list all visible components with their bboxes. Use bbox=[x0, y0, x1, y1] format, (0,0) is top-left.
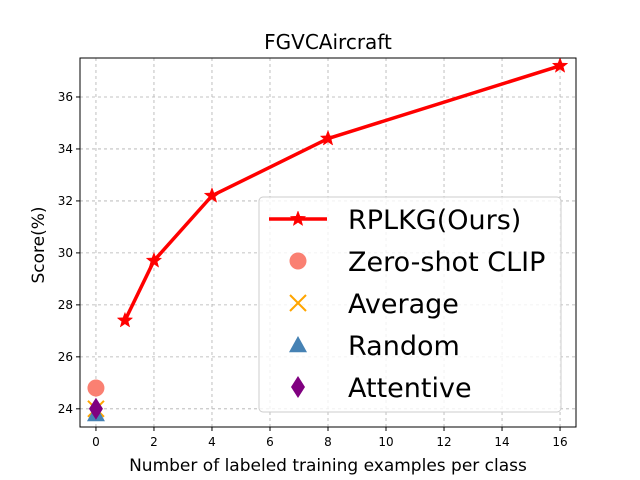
data-point bbox=[319, 129, 337, 146]
x-tick-label: 16 bbox=[552, 435, 567, 449]
y-tick-label: 28 bbox=[58, 298, 73, 312]
legend-label: Attentive bbox=[348, 373, 472, 404]
legend-item: Random bbox=[289, 331, 460, 362]
data-point bbox=[116, 311, 134, 328]
y-tick-label: 36 bbox=[58, 90, 73, 104]
x-axis-label: Number of labeled training examples per … bbox=[129, 456, 527, 476]
data-point bbox=[145, 251, 163, 268]
legend-label: Average bbox=[348, 289, 459, 320]
x-tick-label: 6 bbox=[266, 435, 274, 449]
series-attentive bbox=[88, 397, 103, 420]
y-axis-label: Score(%) bbox=[29, 206, 49, 283]
series-rplkg-ours bbox=[116, 57, 569, 328]
legend-label: Random bbox=[348, 331, 460, 362]
legend-item: Zero-shot CLIP bbox=[289, 247, 545, 278]
series-zero-shot-clip bbox=[87, 379, 105, 397]
legend-item: Attentive bbox=[291, 373, 472, 404]
data-point bbox=[203, 187, 221, 203]
legend-marker bbox=[291, 376, 305, 398]
x-tick-label: 8 bbox=[324, 435, 332, 449]
legend-marker bbox=[289, 336, 307, 353]
y-tick-label: 26 bbox=[58, 350, 73, 364]
data-point bbox=[551, 57, 569, 73]
x-tick-label: 14 bbox=[494, 435, 509, 449]
legend-item: RPLKG(Ours) bbox=[269, 205, 521, 236]
legend-label: Zero-shot CLIP bbox=[348, 247, 545, 278]
x-tick-label: 10 bbox=[378, 435, 393, 449]
legend-marker bbox=[289, 252, 307, 270]
legend-item: Average bbox=[289, 289, 459, 320]
data-point bbox=[87, 379, 105, 397]
chart-title: FGVCAircraft bbox=[264, 30, 392, 54]
legend: RPLKG(Ours) Zero-shot CLIP Average Random At… bbox=[258, 196, 562, 413]
x-tick-label: 4 bbox=[208, 435, 216, 449]
legend-label: RPLKG(Ours) bbox=[348, 205, 521, 236]
y-tick-label: 24 bbox=[58, 402, 73, 416]
legend-marker bbox=[289, 294, 307, 312]
x-tick-label: 2 bbox=[150, 435, 158, 449]
x-tick-label: 12 bbox=[436, 435, 451, 449]
y-tick-label: 32 bbox=[58, 194, 73, 208]
x-tick-label: 0 bbox=[92, 435, 100, 449]
data-point bbox=[88, 397, 103, 420]
plot-series bbox=[86, 57, 569, 422]
y-tick-label: 30 bbox=[58, 246, 73, 260]
legend-box bbox=[258, 196, 562, 413]
y-tick-label: 34 bbox=[58, 142, 73, 156]
legend-marker bbox=[289, 210, 307, 227]
